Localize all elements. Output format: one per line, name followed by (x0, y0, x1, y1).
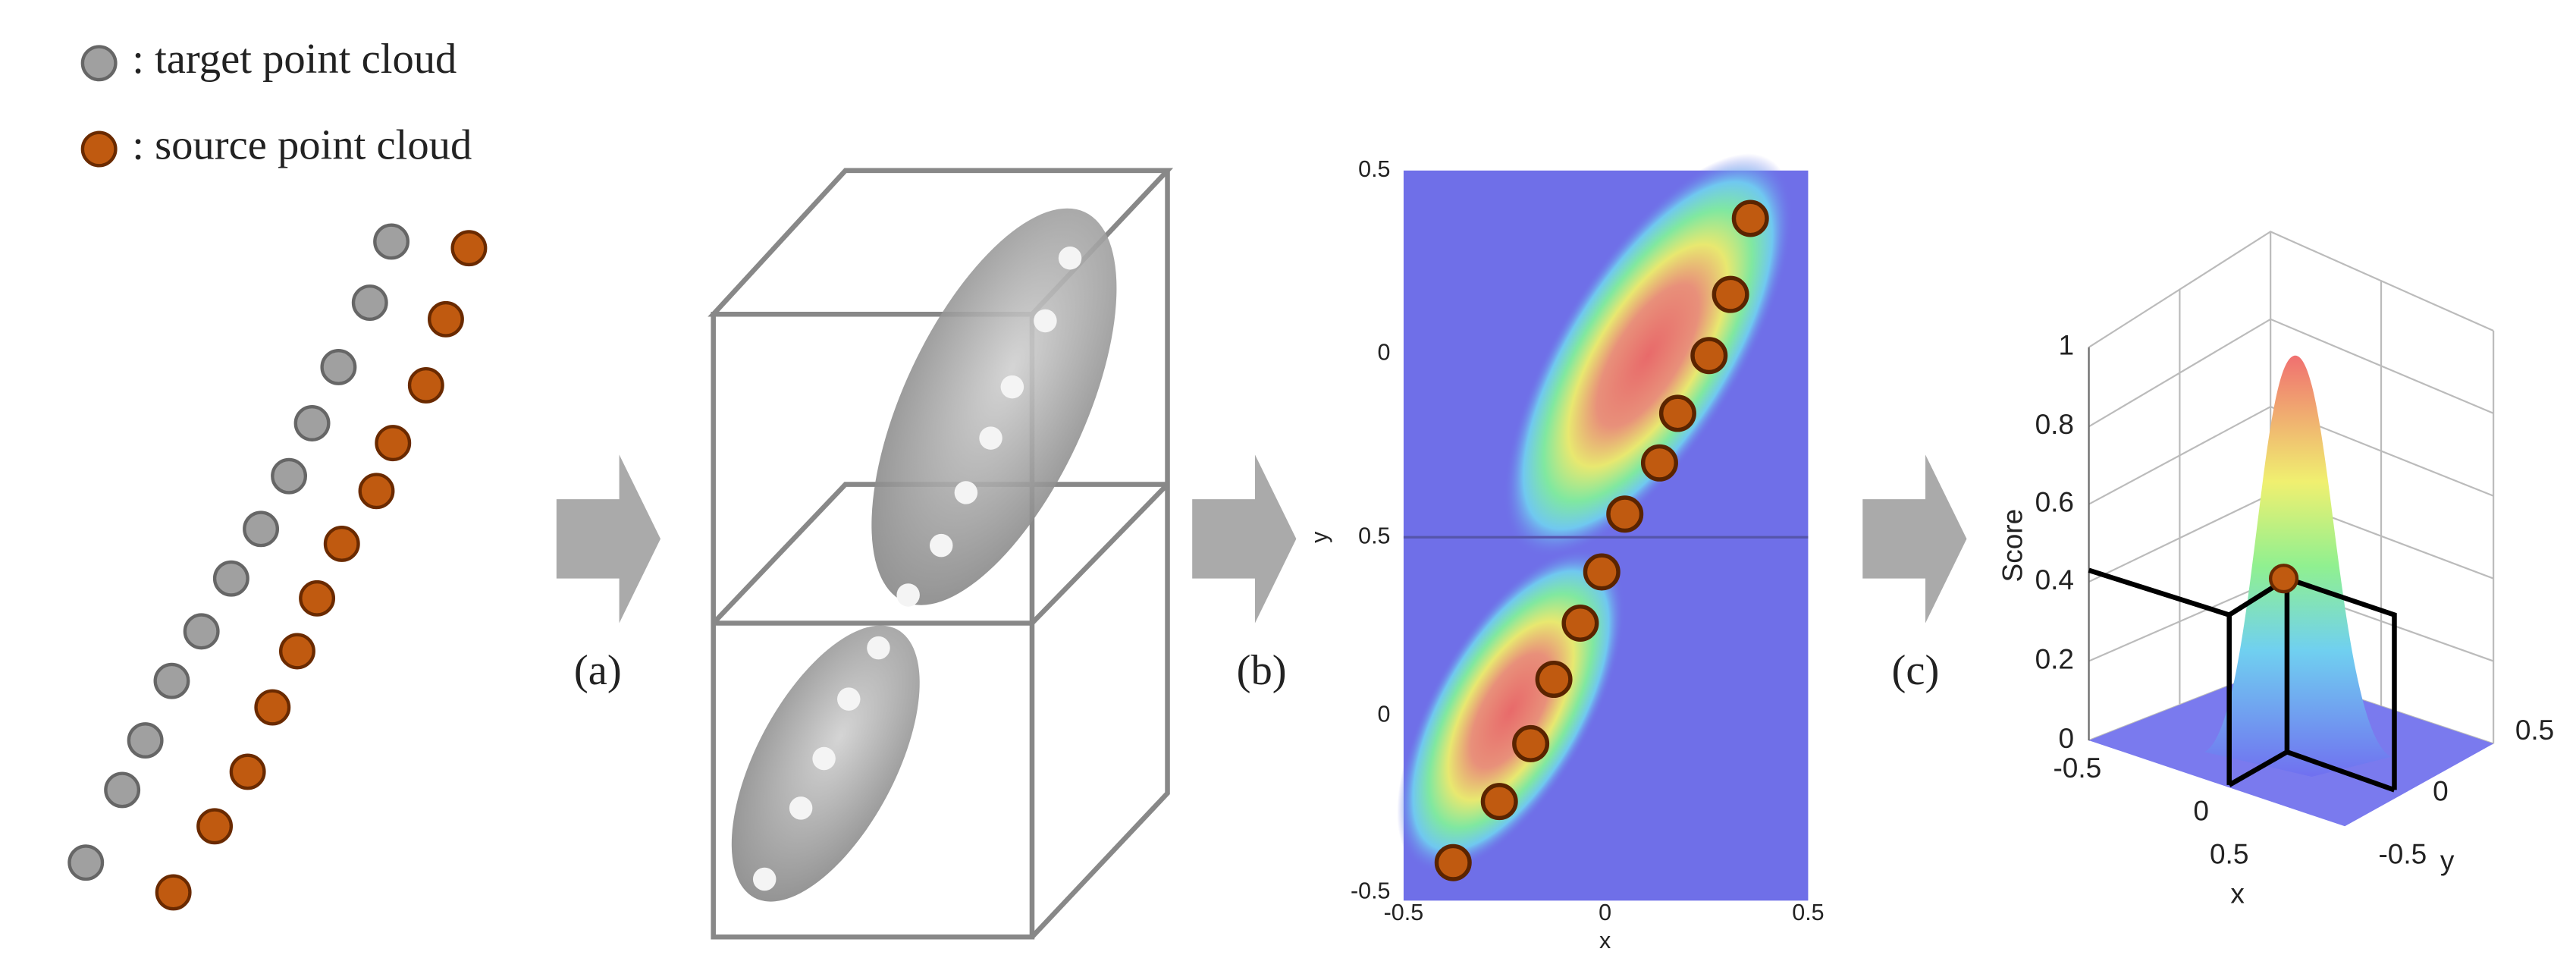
x-tick-label: 0 (1599, 900, 1611, 925)
step-label: (b) (1237, 647, 1287, 694)
source-point (1480, 783, 1518, 821)
target-point (752, 867, 777, 891)
y-tick-label: 0 (1378, 701, 1391, 727)
z-tick-label: 0.8 (2035, 408, 2074, 440)
target-point (896, 583, 920, 607)
point-clouds (67, 223, 488, 911)
target-point (837, 687, 861, 711)
x-tick-label: 0 (2193, 795, 2209, 827)
arrow (1862, 454, 1967, 624)
source-point (450, 230, 488, 267)
z-tick-label: 0.4 (2035, 564, 2074, 595)
z-tick-label: 0 (2058, 722, 2074, 754)
y-tick-label: -0.5 (2378, 837, 2427, 869)
y-tick-label: 0.5 (2515, 714, 2554, 746)
source-point (323, 525, 360, 562)
source-point (375, 425, 412, 462)
source-point (1434, 843, 1472, 881)
source-point (1712, 275, 1749, 313)
legend-marker (80, 45, 118, 82)
gaussian-ellipse (871, 208, 1117, 605)
source-point (229, 753, 266, 790)
source-point (1731, 199, 1769, 237)
legend-marker (80, 130, 118, 168)
y-tick-label: 0.5 (1358, 523, 1390, 548)
source-point (2268, 564, 2299, 594)
source-point (279, 633, 315, 670)
source-point (1512, 724, 1550, 762)
step-label: (c) (1892, 647, 1940, 694)
source-point (1535, 661, 1573, 699)
target-point (351, 284, 388, 321)
z-tick-label: 0.6 (2035, 485, 2074, 517)
source-point (155, 874, 192, 911)
y-tick-label: 0 (1378, 340, 1391, 366)
target-point (1034, 309, 1057, 333)
target-point (320, 348, 357, 385)
target-point (127, 722, 164, 759)
y-tick-label: 0 (2433, 775, 2449, 807)
target-point (929, 533, 953, 558)
x-axis-label: x (2230, 878, 2245, 909)
y-axis-label: y (1307, 531, 1332, 543)
y-axis-label: y (2440, 844, 2455, 876)
y-tick-label: -0.5 (1351, 878, 1391, 903)
x-tick-label: -0.5 (1384, 900, 1424, 925)
z-tick-label: 1 (2058, 329, 2074, 361)
target-point (293, 405, 331, 441)
arrow (1192, 454, 1297, 624)
score-heatmap (1397, 153, 1809, 901)
source-point (254, 689, 291, 726)
voxel-points (752, 246, 1082, 891)
source-point (407, 366, 444, 404)
target-point (954, 481, 978, 504)
target-point (373, 223, 410, 260)
source-point (1640, 444, 1678, 482)
source-point (299, 580, 336, 617)
source-points (1434, 199, 1769, 881)
target-point (979, 426, 1002, 450)
cross-section (2088, 567, 2397, 793)
arrow (556, 454, 661, 624)
surface-peak (2204, 355, 2392, 777)
x-tick-label: 0.5 (1792, 900, 1824, 925)
x-tick-label: 0.5 (2210, 837, 2248, 869)
z-tick-label: 0.2 (2035, 642, 2074, 674)
x-axis-label: x (1599, 928, 1611, 953)
source-point (196, 808, 234, 845)
target-point (812, 746, 836, 771)
target-point (153, 662, 190, 699)
legend-label: : source point cloud (132, 121, 472, 168)
z-axis-label: Score (1996, 509, 2028, 583)
step-label: (a) (574, 647, 622, 694)
source-point (1690, 337, 1728, 375)
source-point (1583, 553, 1621, 591)
target-point (243, 510, 280, 548)
target-point (104, 771, 141, 809)
source-point (427, 300, 464, 338)
target-point (1058, 246, 1082, 270)
legend-label: : target point cloud (132, 36, 457, 83)
target-point (183, 613, 220, 650)
target-point (212, 560, 249, 597)
voxel-grid (708, 168, 1174, 940)
x-tick-label: -0.5 (2053, 752, 2101, 784)
target-point (789, 796, 813, 820)
target-point (67, 844, 105, 881)
target-point (271, 457, 308, 495)
target-point (867, 636, 890, 660)
source-point (1606, 495, 1644, 533)
source-point (358, 473, 395, 510)
source-point (1561, 604, 1599, 642)
y-tick-label: 0.5 (1358, 156, 1390, 182)
source-point (1658, 394, 1696, 432)
target-point (1000, 375, 1024, 399)
